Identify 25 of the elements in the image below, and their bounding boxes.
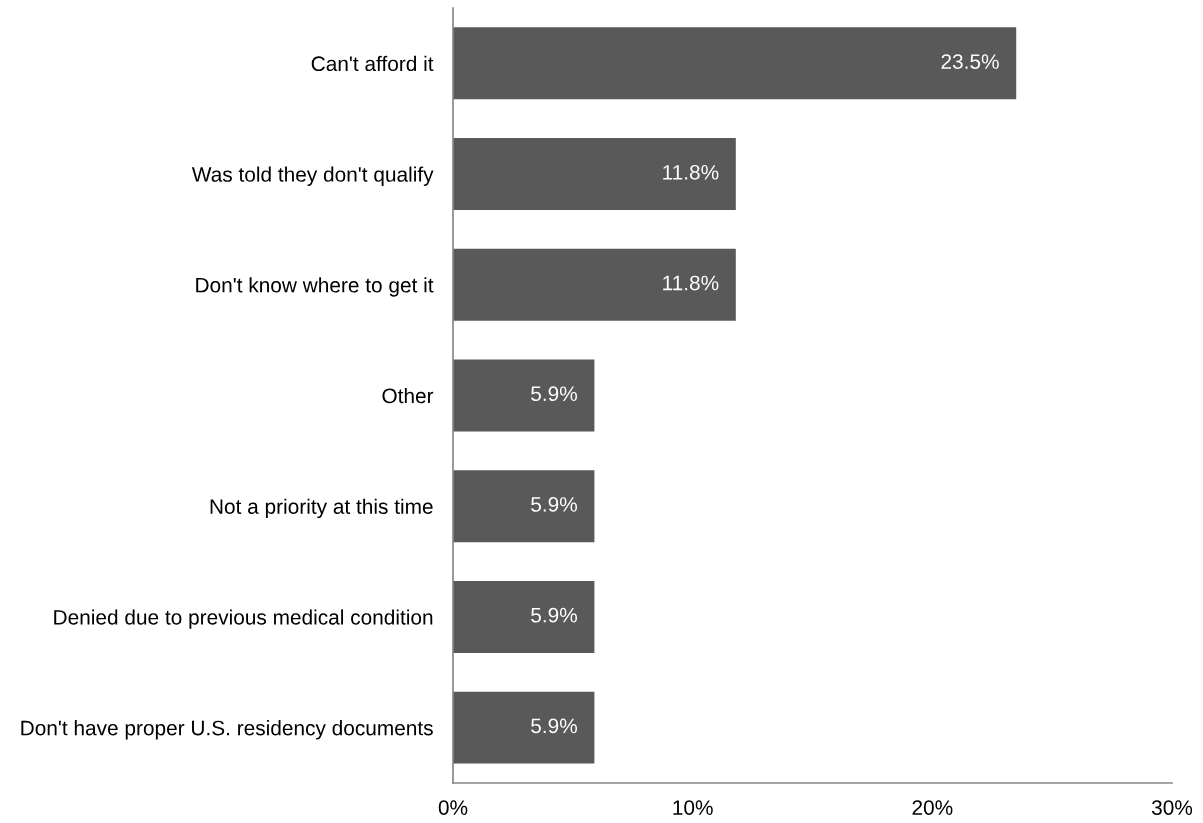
bar: [453, 359, 595, 432]
y-tick-label: Was told they don't qualify: [191, 166, 434, 186]
y-tick-label: Not a priority at this time: [210, 498, 433, 519]
data-label: 5.9%: [531, 386, 577, 402]
bar: [453, 580, 595, 653]
y-tick-label: Don't have proper U.S. residency documents: [21, 720, 433, 740]
x-tick-label: 30%: [1151, 800, 1193, 815]
y-tick-label: Denied due to previous medical condition: [54, 609, 433, 629]
x-tick-label: 10%: [673, 800, 713, 815]
bar: [453, 691, 595, 764]
data-label: 5.9%: [531, 497, 577, 512]
data-label: 5.9%: [531, 718, 577, 734]
bar: [453, 470, 595, 543]
data-label: 11.8%: [663, 164, 719, 180]
bar: [453, 138, 736, 211]
data-label: 5.9%: [531, 607, 577, 623]
bar: [453, 27, 1017, 100]
x-tick-label: 20%: [912, 800, 953, 815]
y-tick-label: Can't afford it: [311, 55, 434, 72]
data-label: 23.5%: [941, 54, 999, 69]
data-label: 11.8%: [663, 275, 719, 291]
y-tick-label: Other: [382, 387, 434, 404]
y-tick-label: Don't know where to get it: [196, 277, 434, 297]
bar: [453, 248, 736, 321]
x-tick-label: 0%: [438, 800, 468, 815]
